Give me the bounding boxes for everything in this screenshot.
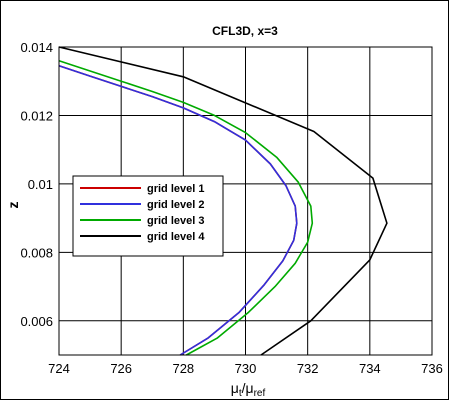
series-line-4 [58,46,388,356]
y-axis-label: z [5,202,21,209]
x-tick-label: 728 [172,361,194,376]
y-tick-label: 0.012 [20,108,53,123]
legend-label-4: grid level 4 [147,231,205,243]
x-tick-label: 732 [297,361,319,376]
y-tick-labels: 0.006 0.008 0.01 0.012 0.014 [20,40,53,329]
x-tick-label: 734 [359,361,381,376]
x-tick-label: 736 [421,361,443,376]
legend-label-3: grid level 3 [147,215,204,227]
series-line-2 [58,65,298,356]
legend-label-1: grid level 1 [147,183,204,195]
x-tick-label: 730 [235,361,257,376]
x-axis-label: μt/μref [231,380,266,399]
x-axis-label-main: μ [231,380,239,396]
chart-title: CFL3D, x=3 [212,24,278,38]
y-tick-label: 0.008 [20,245,53,260]
x-axis-label-sub1: t [239,388,242,399]
x-axis-label-sub2: ref [254,388,266,399]
y-tick-label: 0.01 [28,177,53,192]
plot-area [58,46,433,356]
series-lines [58,46,388,356]
legend: grid level 1 grid level 2 grid level 3 grid… [72,175,224,257]
x-tick-label: 726 [110,361,132,376]
x-tick-labels: 724 726 728 730 732 734 736 [48,361,443,376]
y-tick-label: 0.006 [20,314,53,329]
series-line-3 [58,59,314,356]
x-tick-label: 724 [48,361,70,376]
x-axis-label-mid: /μ [242,380,254,396]
legend-box [72,175,224,257]
legend-label-2: grid level 2 [147,199,204,211]
y-tick-label: 0.014 [20,40,53,55]
